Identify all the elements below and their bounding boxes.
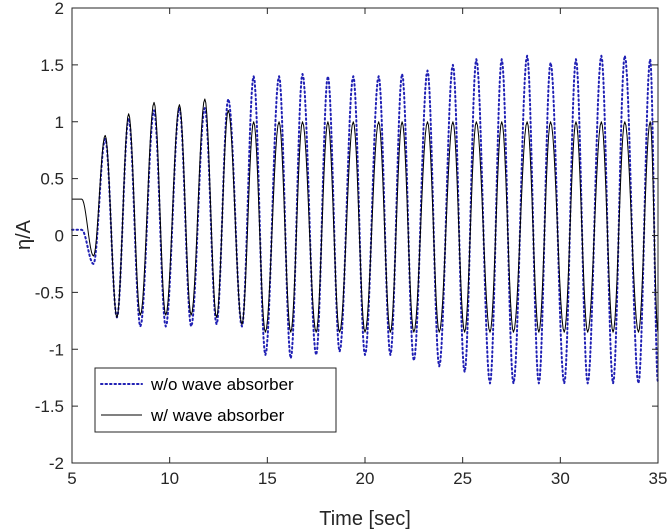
x-axis-title: Time [sec]: [319, 508, 411, 530]
legend-label-with-absorber: w/ wave absorber: [150, 406, 285, 425]
y-tick-label: 2: [55, 0, 64, 18]
x-tick-label: 10: [160, 469, 179, 488]
x-tick-label: 25: [453, 469, 472, 488]
ticks-layer: 5 10 15 20 25 30 35 -2 -1.5 -1 -0.5 0 0.5 1 1.5 2: [35, 0, 668, 488]
x-tick-label: 15: [258, 469, 277, 488]
x-tick-label: 5: [67, 469, 76, 488]
series-layer: [71, 54, 659, 385]
x-tick-label: 20: [356, 469, 375, 488]
y-tick-label: -1.5: [35, 397, 64, 416]
series-line-without-absorber: [71, 54, 659, 385]
y-tick-label: 1: [55, 113, 64, 132]
y-axis-title: η/A: [13, 219, 35, 250]
legend-box: [94, 367, 337, 433]
y-tick-label: -1: [49, 340, 64, 359]
y-tick-label: 1.5: [40, 56, 64, 75]
y-tick-label: -0.5: [35, 283, 64, 302]
series-line-with-absorber: [71, 98, 659, 333]
x-tick-label: 30: [551, 469, 570, 488]
y-tick-label: -2: [49, 454, 64, 473]
legend-label-without-absorber: w/o wave absorber: [150, 375, 294, 394]
legend: w/o wave absorber w/ wave absorber: [94, 367, 337, 433]
x-tick-label: 35: [649, 469, 668, 488]
y-tick-label: 0.5: [40, 170, 64, 189]
y-tick-label: 0: [55, 227, 64, 246]
